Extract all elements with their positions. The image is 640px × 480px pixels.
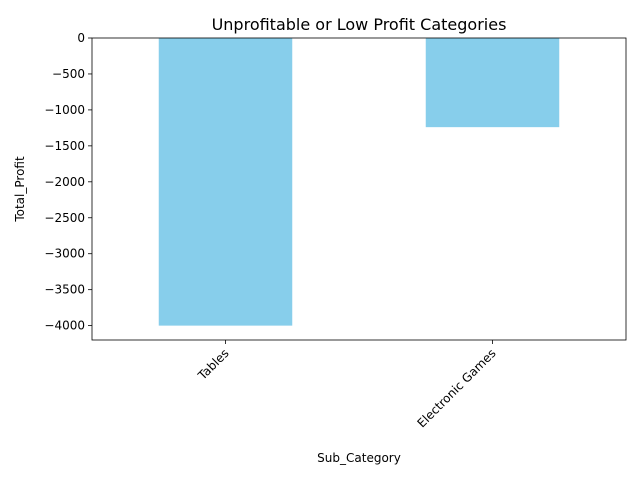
- x-tick-label: Tables: [195, 346, 232, 383]
- chart-title: Unprofitable or Low Profit Categories: [212, 15, 507, 34]
- y-tick-label: −3500: [44, 283, 85, 297]
- y-tick-label: −2500: [44, 211, 85, 225]
- y-tick-label: −3000: [44, 247, 85, 261]
- y-tick-label: −1000: [44, 103, 85, 117]
- bar-electronic-games: [425, 38, 560, 128]
- plot-frame: [91, 37, 627, 341]
- y-tick-label: −4000: [44, 319, 85, 333]
- y-tick-label: −500: [52, 67, 85, 81]
- bars-layer: [158, 38, 560, 326]
- y-tick-label: −2000: [44, 175, 85, 189]
- x-axis-ticks: Tables Electronic Games: [195, 340, 499, 430]
- y-tick-label: −1500: [44, 139, 85, 153]
- x-axis-label: Sub_Category: [317, 451, 401, 465]
- y-axis-label: Total_Profit: [13, 156, 27, 223]
- x-tick-label: Electronic Games: [415, 346, 499, 430]
- y-axis-ticks: 0 −500 −1000 −1500 −2000 −2500 −3000 −3500 −4000: [44, 31, 92, 333]
- y-tick-label: 0: [77, 31, 85, 45]
- bar-tables: [158, 38, 293, 326]
